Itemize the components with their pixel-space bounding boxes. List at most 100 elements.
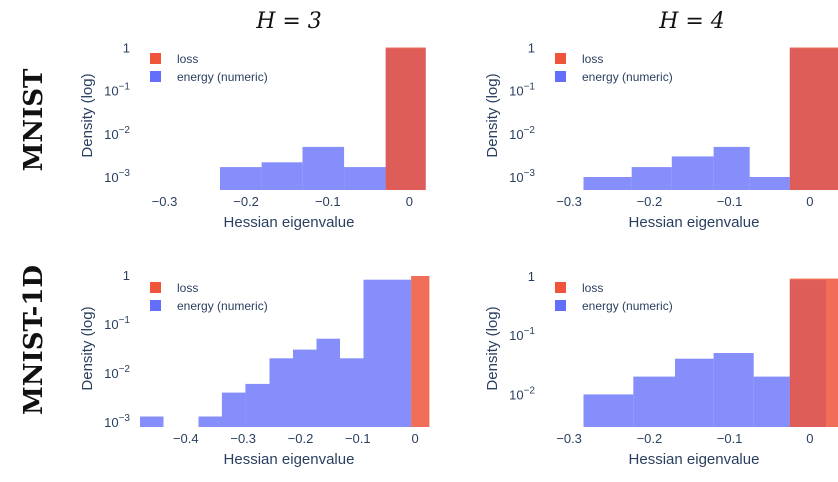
legend-swatch-loss xyxy=(555,53,566,64)
y-tick-label: 1 xyxy=(123,268,130,283)
y-axis-title: Density (log) xyxy=(484,73,501,157)
panel-1: −0.3 −0.2 −0.1 0 1 10−1 10−2 10−3 Hessian eigenv… xyxy=(484,40,838,231)
legend-swatch-energy xyxy=(150,300,161,311)
x-tick-label: 0 xyxy=(806,194,813,209)
column-title-h4: H = 4 xyxy=(658,9,725,34)
x-tick-label: −0.1 xyxy=(717,431,743,446)
legend-label-loss: loss xyxy=(177,281,198,295)
energy-bar xyxy=(749,177,790,190)
x-tick-label: −0.2 xyxy=(233,194,259,209)
energy-bar xyxy=(245,383,270,427)
y-tick-label: 10−1 xyxy=(104,315,130,332)
energy-bar xyxy=(713,353,754,427)
panel-2: −0.4 −0.3 −0.2 −0.1 0 1 10−1 10−2 10−3 Hessian ei… xyxy=(79,268,430,468)
energy-bar xyxy=(140,416,164,427)
y-axis-title: Density (log) xyxy=(484,306,501,390)
legend-label-loss: loss xyxy=(177,52,198,66)
y-tick-label: 10−3 xyxy=(104,413,130,430)
energy-bar xyxy=(344,167,386,190)
x-tick-label: −0.2 xyxy=(637,194,663,209)
legend-label-loss: loss xyxy=(582,52,603,66)
y-tick-label: 1 xyxy=(123,40,130,55)
energy-bar xyxy=(583,177,632,190)
loss-bar xyxy=(789,47,838,190)
x-tick-label: 0 xyxy=(806,431,813,446)
x-tick-label: −0.3 xyxy=(556,431,582,446)
y-tick-label: 10−1 xyxy=(509,82,535,99)
row-title-mnist: MNIST xyxy=(19,68,49,171)
panel-0: −0.3 −0.2 −0.1 0 1 10−1 10−2 10−3 Hessian eigenv… xyxy=(79,40,426,231)
x-tick-label: −0.4 xyxy=(173,431,199,446)
loss-bar xyxy=(411,276,430,427)
x-tick-label: 0 xyxy=(406,194,413,209)
loss-bar xyxy=(789,278,838,427)
energy-bar xyxy=(340,358,364,427)
legend-background xyxy=(547,272,684,320)
y-tick-label: 10−3 xyxy=(104,168,130,185)
energy-bar xyxy=(220,167,262,190)
energy-bar xyxy=(316,338,340,427)
energy-bar xyxy=(198,416,222,427)
x-axis-title: Hessian eigenvalue xyxy=(224,451,355,468)
x-tick-label: −0.3 xyxy=(152,194,178,209)
legend-label-energy: energy (numeric) xyxy=(177,70,268,84)
legend-swatch-loss xyxy=(150,282,161,293)
legend-swatch-loss xyxy=(150,53,161,64)
energy-bar xyxy=(631,167,672,190)
x-tick-label: −0.2 xyxy=(637,431,663,446)
legend: loss energy (numeric) xyxy=(547,272,684,320)
energy-bar xyxy=(713,146,750,190)
legend-swatch-loss xyxy=(555,282,566,293)
x-tick-label: 0 xyxy=(411,431,418,446)
energy-bar xyxy=(302,146,345,190)
legend-label-energy: energy (numeric) xyxy=(177,299,268,313)
energy-bar xyxy=(753,376,790,427)
legend-label-loss: loss xyxy=(582,281,603,295)
y-axis-title: Density (log) xyxy=(79,306,96,390)
legend: loss energy (numeric) xyxy=(547,43,684,91)
legend-swatch-energy xyxy=(555,300,566,311)
x-axis-title: Hessian eigenvalue xyxy=(629,214,760,231)
energy-bar xyxy=(633,376,675,427)
energy-bar xyxy=(269,358,293,427)
legend-background xyxy=(142,43,279,91)
x-tick-label: −0.3 xyxy=(556,194,582,209)
y-tick-label: 10−2 xyxy=(104,364,130,381)
legend-background xyxy=(142,272,279,320)
y-tick-label: 1 xyxy=(528,40,535,55)
y-tick-label: 10−2 xyxy=(509,385,535,402)
x-axis-title: Hessian eigenvalue xyxy=(224,214,355,231)
column-title-h3: H = 3 xyxy=(255,9,322,34)
legend-label-energy: energy (numeric) xyxy=(582,299,673,313)
row-title-mnist-1d: MNIST-1D xyxy=(19,265,49,415)
x-tick-label: −0.1 xyxy=(345,431,371,446)
legend-label-energy: energy (numeric) xyxy=(582,70,673,84)
x-tick-label: −0.2 xyxy=(288,431,314,446)
y-tick-label: 10−1 xyxy=(509,326,535,343)
y-tick-label: 10−2 xyxy=(104,125,130,142)
y-tick-label: 10−1 xyxy=(104,82,130,99)
legend-background xyxy=(547,43,684,91)
y-tick-label: 1 xyxy=(528,269,535,284)
legend-swatch-energy xyxy=(555,71,566,82)
energy-bar xyxy=(363,279,412,427)
y-tick-label: 10−2 xyxy=(509,125,535,142)
legend: loss energy (numeric) xyxy=(142,43,279,91)
legend-swatch-energy xyxy=(150,71,161,82)
panel-3: −0.3 −0.2 −0.1 0 1 10−1 10−2 Hessian eigenvalue… xyxy=(484,269,838,468)
x-tick-label: −0.1 xyxy=(717,194,743,209)
energy-bar xyxy=(293,349,317,427)
energy-bar xyxy=(261,162,303,190)
panels: −0.3 −0.2 −0.1 0 1 10−1 10−2 10−3 Hessian eigenv… xyxy=(79,40,838,468)
legend: loss energy (numeric) xyxy=(142,272,279,320)
y-tick-label: 10−3 xyxy=(509,168,535,185)
energy-bar xyxy=(671,156,714,190)
energy-bar xyxy=(221,392,246,427)
energy-bar xyxy=(583,394,634,427)
energy-bar xyxy=(675,358,714,427)
y-axis-title: Density (log) xyxy=(79,73,96,157)
loss-bar xyxy=(385,47,426,190)
x-axis-title: Hessian eigenvalue xyxy=(629,451,760,468)
x-tick-label: −0.1 xyxy=(315,194,341,209)
